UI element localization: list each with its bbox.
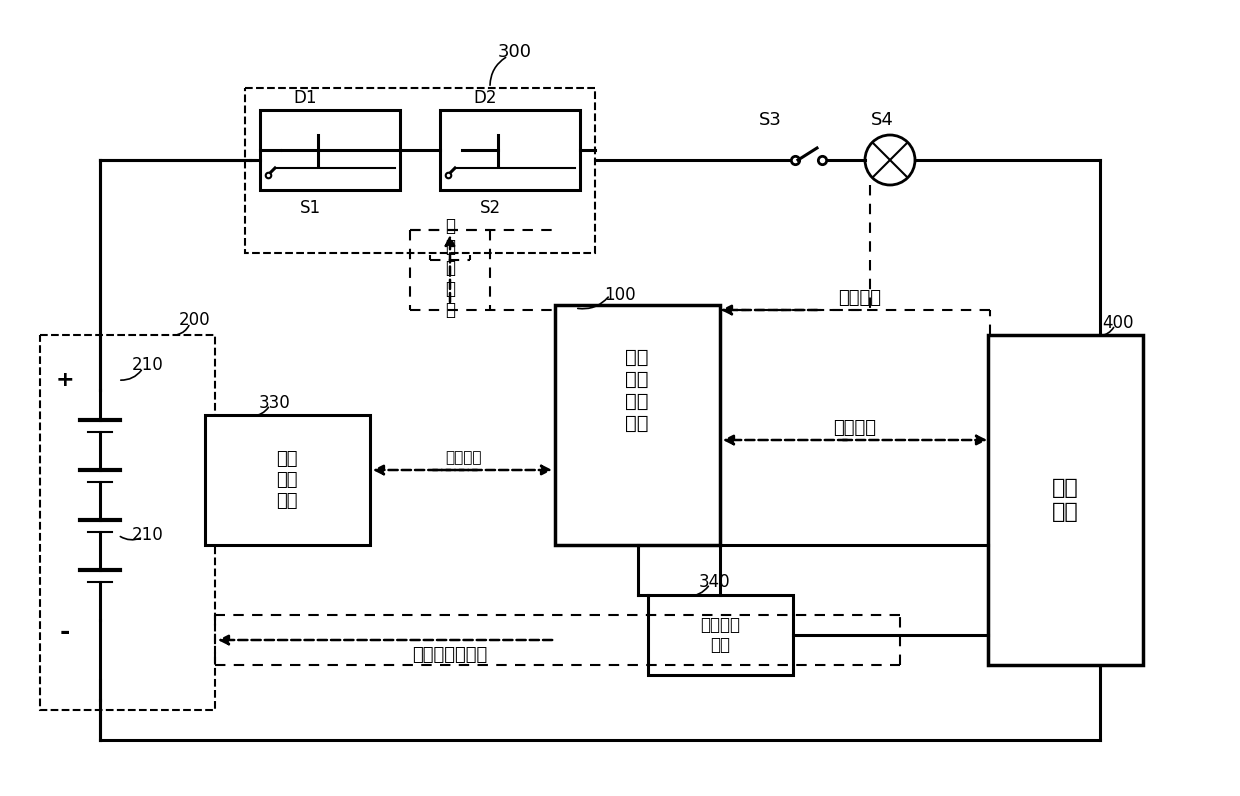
Text: 电流采集: 电流采集 [838, 289, 882, 307]
Text: 100: 100 [604, 286, 636, 304]
Text: 低压供电
模块: 低压供电 模块 [701, 615, 740, 654]
Text: 200: 200 [180, 311, 211, 329]
Text: 数据交互: 数据交互 [833, 419, 877, 437]
Text: D1: D1 [293, 89, 316, 107]
Bar [260, 110, 401, 190]
Text: 340: 340 [699, 573, 730, 591]
Text: +: + [56, 370, 74, 390]
Text: 数据采集及控制: 数据采集及控制 [413, 646, 487, 664]
Text: D2: D2 [474, 89, 497, 107]
Text: S1: S1 [299, 199, 321, 217]
Text: 210: 210 [133, 526, 164, 544]
Bar [988, 335, 1143, 665]
Text: 超级
电容
管理
装置: 超级 电容 管理 装置 [625, 348, 649, 432]
Bar [40, 335, 215, 710]
Bar [556, 305, 720, 545]
Bar [246, 88, 595, 253]
Text: 监控
显示
屏幕: 监控 显示 屏幕 [277, 451, 298, 509]
Bar [205, 415, 370, 545]
Polygon shape [391, 162, 401, 174]
Polygon shape [463, 135, 498, 165]
Text: 数据显示: 数据显示 [445, 451, 481, 466]
Text: 330: 330 [259, 394, 291, 412]
Text: 300: 300 [498, 43, 532, 61]
Text: S2: S2 [480, 199, 501, 217]
Text: -: - [60, 620, 71, 644]
Polygon shape [570, 162, 580, 174]
Bar [649, 595, 794, 675]
Polygon shape [281, 135, 317, 165]
Text: 负载
设备: 负载 设备 [1052, 478, 1079, 521]
Text: S4: S4 [870, 111, 894, 129]
Text: 400: 400 [1102, 314, 1133, 332]
Text: S3: S3 [759, 111, 781, 129]
Text: 210: 210 [133, 356, 164, 374]
Text: 充
放
电
控
制: 充 放 电 控 制 [445, 217, 455, 318]
Bar [440, 110, 580, 190]
